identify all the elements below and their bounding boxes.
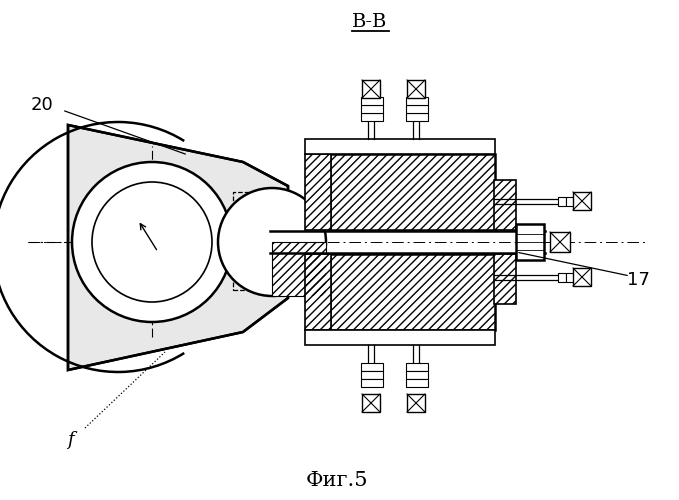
Bar	[305, 139, 495, 154]
Text: f: f	[67, 431, 73, 449]
Text: В-В: В-В	[352, 13, 388, 31]
Bar	[406, 379, 428, 387]
Bar	[361, 97, 383, 105]
Bar	[233, 192, 288, 290]
Circle shape	[92, 182, 212, 302]
Circle shape	[72, 162, 232, 322]
Bar	[305, 154, 331, 230]
Bar	[494, 180, 516, 230]
Bar	[566, 197, 574, 206]
Bar	[406, 113, 428, 121]
Circle shape	[218, 188, 326, 296]
Bar	[516, 224, 544, 260]
Bar	[361, 379, 383, 387]
Bar	[558, 197, 566, 206]
Bar	[361, 371, 383, 379]
Bar	[305, 254, 331, 330]
Text: Фиг.5: Фиг.5	[306, 470, 368, 490]
Text: 17: 17	[627, 271, 649, 289]
Bar	[406, 363, 428, 371]
Bar	[330, 154, 495, 230]
Bar	[305, 330, 495, 345]
Bar	[407, 80, 425, 98]
Bar	[494, 180, 516, 230]
Text: 20: 20	[31, 96, 54, 114]
Bar	[494, 254, 516, 304]
Bar	[330, 154, 495, 230]
Bar	[406, 97, 428, 105]
Bar	[362, 394, 380, 412]
Bar	[330, 254, 495, 330]
Bar	[406, 105, 428, 113]
Bar	[361, 105, 383, 113]
Bar	[362, 80, 380, 98]
Bar	[305, 254, 331, 330]
Polygon shape	[68, 125, 288, 370]
Bar	[550, 232, 570, 252]
Bar	[407, 394, 425, 412]
Bar	[272, 242, 326, 296]
Bar	[361, 363, 383, 371]
Bar	[573, 268, 591, 286]
Bar	[566, 273, 574, 282]
Bar	[494, 254, 516, 304]
Bar	[305, 154, 331, 230]
Bar	[330, 254, 495, 330]
Bar	[272, 242, 326, 296]
Bar	[361, 113, 383, 121]
Bar	[558, 273, 566, 282]
Bar	[573, 192, 591, 210]
Bar	[406, 371, 428, 379]
